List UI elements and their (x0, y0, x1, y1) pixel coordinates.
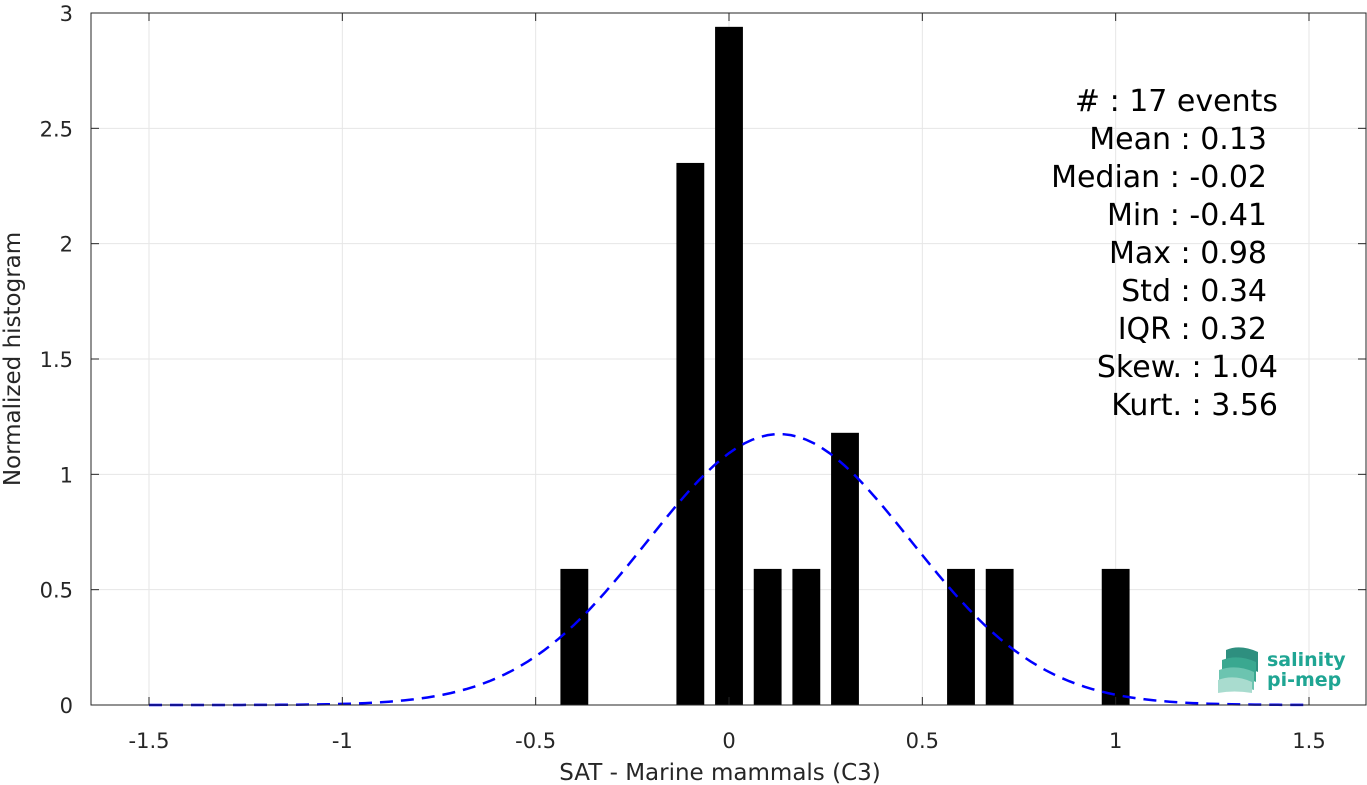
stat-events: # : 17 events (1075, 84, 1278, 119)
y-tick-label: 2 (60, 233, 73, 257)
stat-kurt: Kurt. : 3.56 (1111, 388, 1278, 423)
stat-median: Median : -0.02 (1051, 160, 1267, 195)
logo-wave-icon (1218, 647, 1258, 693)
x-tick-label: -0.5 (515, 729, 556, 753)
stat-skew: Skew. : 1.04 (1097, 350, 1278, 385)
stat-iqr: IQR : 0.32 (1118, 312, 1267, 347)
logo-line-salinity: salinity (1267, 649, 1346, 671)
x-tick-label: 0 (722, 729, 735, 753)
y-tick-label: 1 (60, 463, 73, 487)
histogram-bar (715, 26, 743, 705)
x-tick-labels: -1.5 -1 -0.5 0 0.5 1 1.5 (129, 729, 1326, 753)
x-tick-label: 1 (1109, 729, 1122, 753)
histogram-bar (831, 432, 859, 705)
histogram-bars (560, 26, 1130, 705)
y-tick-label: 2.5 (40, 117, 73, 141)
stat-min: Min : -0.41 (1107, 198, 1267, 233)
y-tick-label: 0.5 (40, 579, 73, 603)
histogram-bar (792, 568, 821, 705)
y-tick-label: 3 (60, 2, 73, 26)
x-tick-label: 1.5 (1292, 729, 1325, 753)
statistics-box: # : 17 events Mean : 0.13 Median : -0.02… (1051, 84, 1278, 423)
stat-mean: Mean : 0.13 (1089, 122, 1267, 157)
stat-max: Max : 0.98 (1109, 236, 1267, 271)
logo-line-pimep: pi-mep (1267, 669, 1341, 691)
histogram-bar (560, 568, 589, 705)
x-axis-title: SAT - Marine mammals (C3) (559, 760, 881, 785)
stat-std: Std : 0.34 (1121, 274, 1267, 309)
y-axis-title: Normalized histogram (0, 232, 26, 486)
histogram-bar (676, 162, 705, 705)
x-tick-label: -1.5 (129, 729, 170, 753)
histogram-bar (1101, 568, 1130, 705)
y-tick-labels: 0 0.5 1 1.5 2 2.5 3 (40, 2, 73, 718)
plot-axes (90, 12, 1367, 706)
x-tick-label: 0.5 (906, 729, 939, 753)
histogram-bar (753, 568, 782, 705)
salinity-pimep-logo: salinity pi-mep (1218, 647, 1346, 693)
x-tick-label: -1 (332, 729, 353, 753)
y-tick-label: 1.5 (40, 348, 73, 372)
y-tick-label: 0 (60, 694, 73, 718)
